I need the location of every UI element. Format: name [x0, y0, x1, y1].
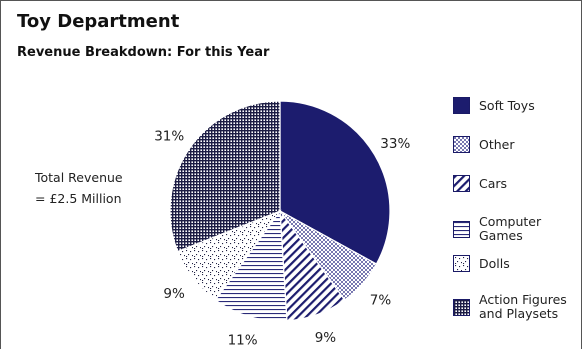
legend-swatch-soft-toys — [453, 97, 470, 114]
pie-slices — [169, 100, 391, 322]
legend-label-action-figures-and-playsets: Action Figures and Playsets — [479, 293, 567, 321]
legend-label-line: Games — [479, 228, 523, 243]
chart-title: Toy Department — [17, 11, 180, 32]
pie-label-dolls: 9% — [163, 286, 185, 302]
legend-item-cars: Cars — [453, 175, 507, 192]
legend-label-line: Computer — [479, 214, 542, 229]
legend-label-line: and Playsets — [479, 306, 559, 321]
legend-label-line: Cars — [479, 175, 508, 191]
pie-label-soft-toys: 33% — [380, 136, 410, 152]
legend-item-other: Other — [453, 136, 515, 153]
legend-label-line: Dolls — [479, 255, 510, 271]
chart-subtitle: Revenue Breakdown: For this Year — [17, 45, 270, 60]
legend-swatch-dolls — [453, 255, 470, 272]
legend-label-line: Action Figures — [479, 292, 567, 307]
total-revenue-value: = £2.5 Million — [35, 191, 122, 206]
pie-label-other: 7% — [370, 293, 392, 309]
pie-slice-soft-toys — [279, 100, 391, 265]
legend-item-action-figures-and-playsets: Action Figures and Playsets — [453, 293, 567, 321]
legend-label-line: Other — [479, 136, 515, 152]
pie-label-action-figures-and-playsets: 31% — [154, 129, 184, 145]
legend-label-other: Other — [479, 136, 515, 152]
legend-swatch-computer-games — [453, 220, 470, 238]
legend-item-computer-games: Computer Games — [453, 215, 541, 243]
legend-label-soft-toys: Soft Toys — [479, 97, 535, 113]
legend-label-dolls: Dolls — [479, 255, 510, 271]
legend-label-cars: Cars — [479, 175, 508, 191]
pie-slice-computer-games — [214, 209, 288, 322]
total-revenue-annotation: Total Revenue = £2.5 Million — [35, 167, 123, 209]
legend-swatch-other — [453, 136, 470, 153]
total-revenue-label: Total Revenue — [35, 170, 123, 185]
pie-label-computer-games: 11% — [228, 333, 258, 349]
pie-label-cars: 9% — [315, 330, 337, 346]
pie-labels: 33% 7% 9% 11% 9% 31% — [154, 129, 410, 349]
legend-item-soft-toys: Soft Toys — [453, 97, 535, 114]
legend-swatch-action-figures-and-playsets — [453, 298, 470, 316]
pie-slice-action-figures-and-playsets — [169, 100, 281, 253]
legend-item-dolls: Dolls — [453, 255, 510, 272]
legend-label-computer-games: Computer Games — [479, 215, 541, 243]
legend-swatch-cars — [453, 175, 470, 192]
legend-label-line: Soft Toys — [479, 97, 535, 113]
